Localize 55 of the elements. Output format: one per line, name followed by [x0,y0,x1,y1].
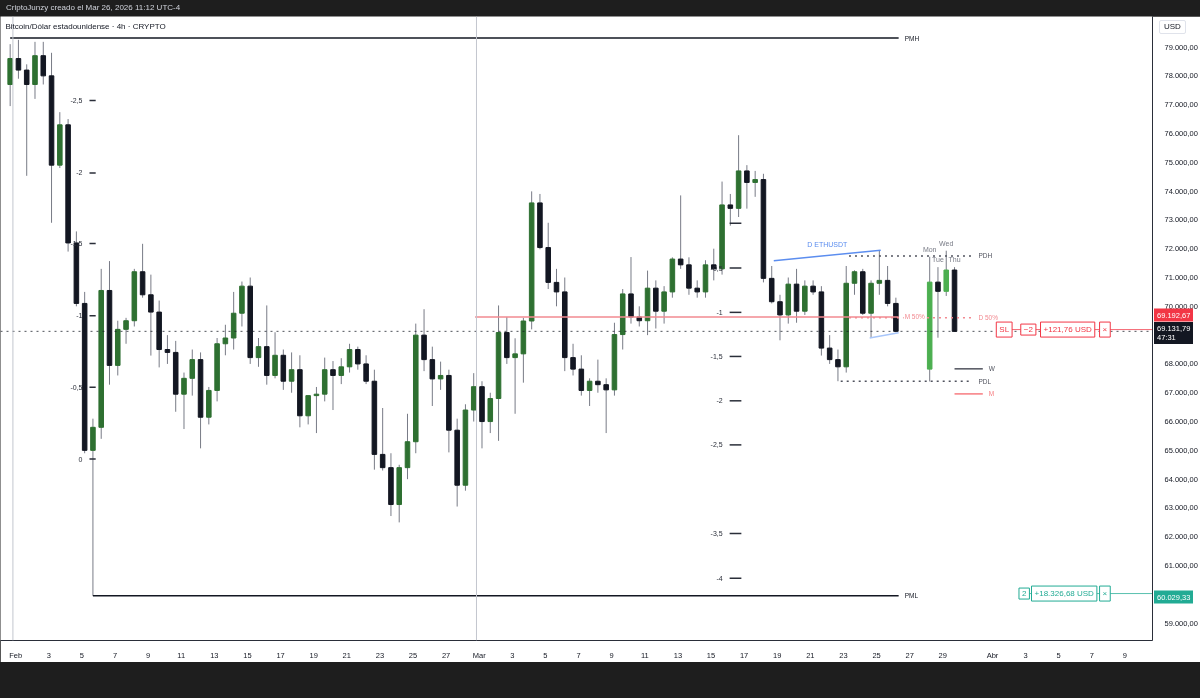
candlestick [586,377,593,407]
candlestick [164,334,171,365]
candlestick [835,349,841,382]
annotation: +121,76 USD [1043,325,1092,335]
candlestick [139,243,146,299]
annotation: −2 [1023,325,1034,335]
candlestick [752,170,758,198]
candlestick [628,256,634,325]
annotation: × [1102,589,1108,599]
candlestick [661,285,667,325]
candlestick [40,41,47,85]
candlestick [553,268,560,307]
annotation: 2 [1021,589,1027,599]
candlestick [437,361,444,391]
candlestick [189,349,196,397]
candlestick [884,265,891,307]
candlestick [363,354,369,385]
candlestick [810,279,816,296]
candlestick [123,317,129,345]
candlestick [470,372,477,423]
candlestick [355,346,361,371]
candlestick [943,250,950,297]
candlestick [578,354,585,397]
candlestick [603,377,609,434]
candlestick [222,324,229,356]
candlestick [288,351,295,394]
candlestick [686,256,692,296]
candlestick [272,331,278,379]
candlestick [744,164,750,210]
candlestick [338,357,345,385]
candlestick [826,334,833,365]
candlestick [429,346,436,407]
candlestick [653,279,659,329]
text: CriptoJunzy creado el Mar 26, 2026 11:12 UTC-4 [5,3,181,12]
y-axis-title: USD [1159,20,1186,34]
annotation: +18.326,68 USD [1034,589,1095,599]
candlestick [255,337,262,368]
candlestick [851,269,858,296]
candlestick [23,63,30,177]
candlestick [727,193,734,227]
candlestick [570,343,576,376]
annotation: SL [999,325,1010,335]
candlestick [181,372,187,430]
text: Bitcoin/Dólar estadounidense · 4h · CRYPTO [5,21,166,31]
candlestick [876,250,883,296]
candlestick [595,359,601,394]
candlestick [768,265,775,304]
candlestick [512,337,518,415]
candlestick [330,360,336,411]
annotation: × [1102,325,1108,335]
candlestick [487,392,494,434]
candlestick [677,194,684,270]
candlestick [90,418,96,597]
candlestick [305,395,311,425]
candlestick [379,407,386,472]
